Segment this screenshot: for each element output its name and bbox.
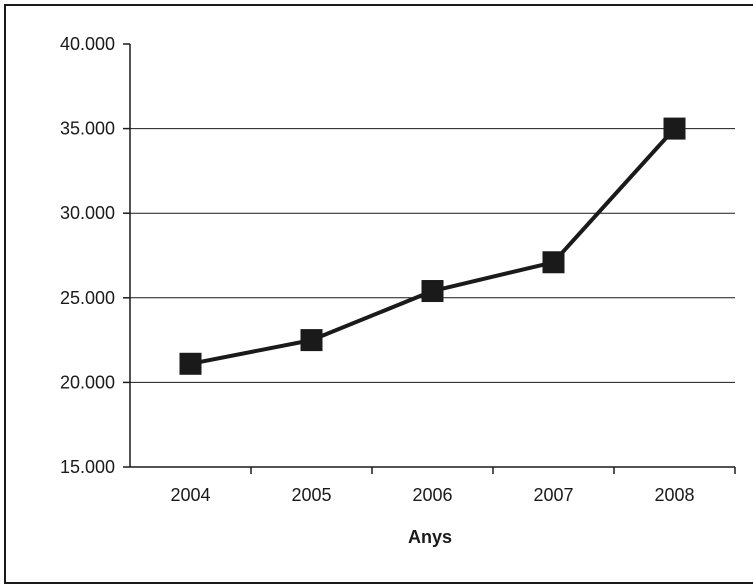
chart-frame xyxy=(4,4,753,584)
x-tick-label: 2004 xyxy=(170,485,210,505)
series-layer xyxy=(179,117,686,375)
data-point-marker xyxy=(542,251,565,274)
gridlines xyxy=(130,128,735,383)
data-point-marker xyxy=(179,352,202,375)
y-tick-label: 40.000 xyxy=(60,34,115,54)
series-line xyxy=(190,127,676,366)
data-point-marker xyxy=(300,329,323,352)
x-tick-label: 2006 xyxy=(412,485,452,505)
x-ticks: 2004 2005 2006 2007 2008 xyxy=(170,467,736,505)
line-chart: 15.000 20.000 25.000 30.000 35.000 40.000 200… xyxy=(60,34,736,547)
x-tick-label: 2005 xyxy=(291,485,331,505)
data-point-marker xyxy=(663,117,686,140)
y-tick-label: 25.000 xyxy=(60,288,115,308)
axes xyxy=(129,44,735,468)
y-tick-label: 30.000 xyxy=(60,203,115,223)
x-axis-title: Anys xyxy=(408,527,452,547)
x-tick-label: 2007 xyxy=(533,485,573,505)
x-tick-label: 2008 xyxy=(654,485,694,505)
y-tick-label: 35.000 xyxy=(60,119,115,139)
y-tick-label: 20.000 xyxy=(60,372,115,392)
y-tick-label: 15.000 xyxy=(60,457,115,477)
data-point-marker xyxy=(421,280,444,303)
y-ticks: 15.000 20.000 25.000 30.000 35.000 40.000 xyxy=(60,34,130,477)
